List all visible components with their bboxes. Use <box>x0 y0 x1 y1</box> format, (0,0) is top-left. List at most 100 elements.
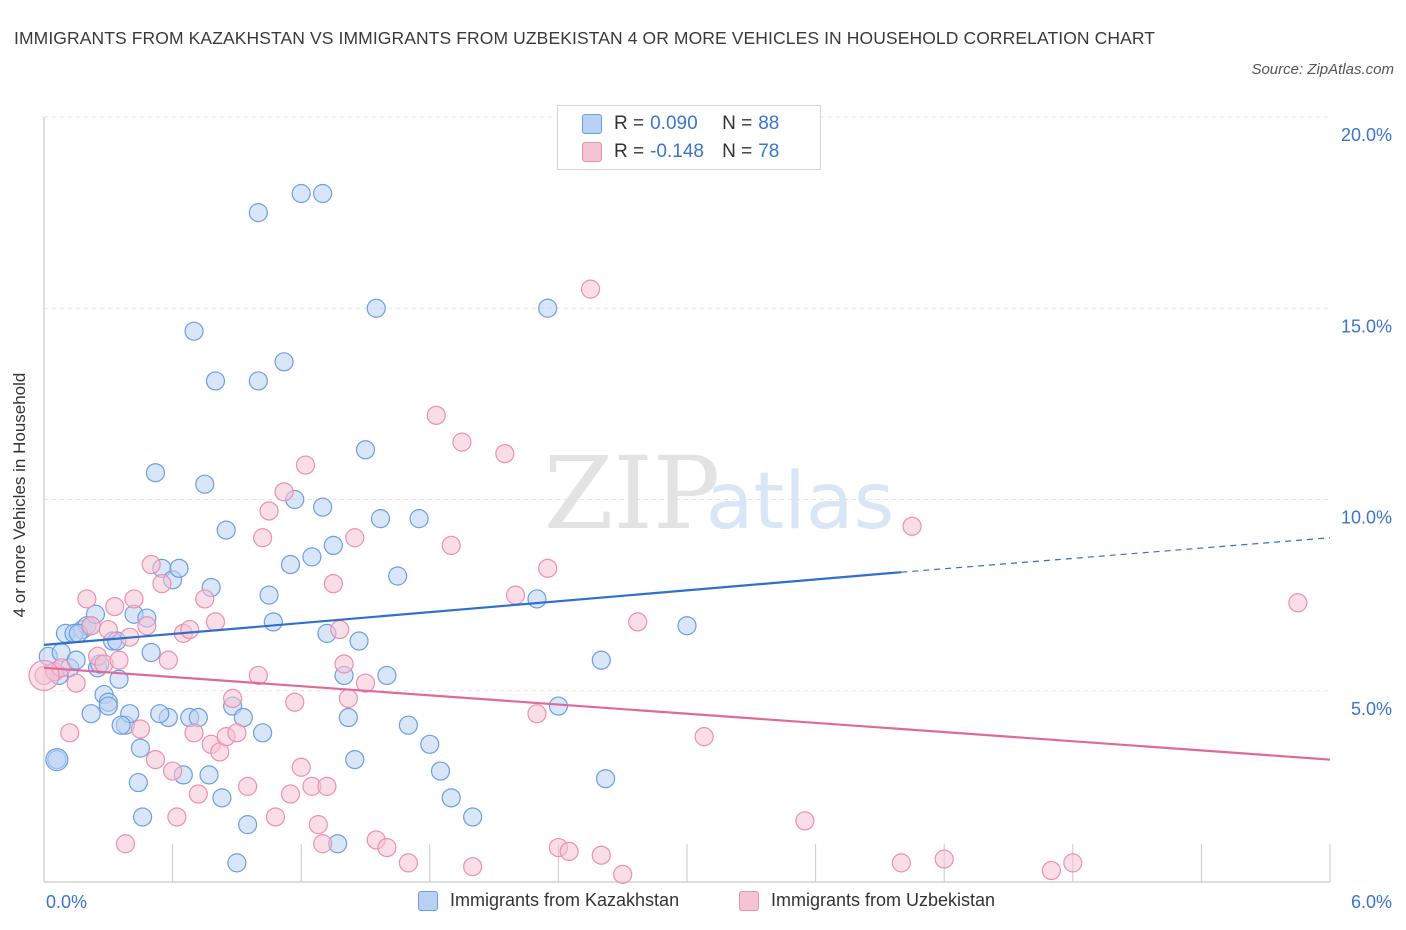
y-tick-label: 15.0% <box>1341 316 1392 336</box>
uzbekistan-point <box>591 845 611 865</box>
r-value: -0.148 <box>650 141 704 162</box>
uzbekistan-point <box>330 619 350 640</box>
kazakhstan-point <box>302 547 322 567</box>
uzbekistan-point <box>180 619 200 640</box>
uzbekistan-point <box>98 619 118 640</box>
kazakhstan-point <box>366 298 386 318</box>
uzbekistan-point <box>1041 860 1061 881</box>
uzbekistan-trend-line <box>43 666 1331 761</box>
uzbekistan-point <box>426 405 446 425</box>
uzbekistan-point <box>628 612 648 632</box>
kazakhstan-point <box>591 650 611 670</box>
kazakhstan-point <box>227 853 247 873</box>
kazakhstan-point <box>195 474 215 494</box>
uzbekistan-point <box>205 612 226 632</box>
n-label: N = <box>722 113 753 134</box>
kazakhstan-point <box>388 566 408 586</box>
uzbekistan-point <box>124 589 144 609</box>
kazakhstan-trend-extension <box>901 537 1331 573</box>
source-label: Source: ZipAtlas.com <box>1251 61 1394 78</box>
legend-label-uzbekistan: Immigrants from Uzbekistan <box>771 890 996 910</box>
kazakhstan-point <box>212 788 232 808</box>
uzbekistan-point <box>285 692 305 712</box>
uzbekistan-point <box>441 535 461 556</box>
kazakhstan-point <box>291 183 311 204</box>
kazakhstan-point <box>253 723 273 743</box>
kazakhstan-point <box>109 669 129 689</box>
x-tick-label: 6.0% <box>1351 892 1392 912</box>
legend-label-kazakhstan: Immigrants from Kazakhstan <box>450 890 680 910</box>
watermark-zip: ZIP <box>544 435 720 552</box>
kazakhstan-trend-line <box>43 571 902 646</box>
uzbekistan-point <box>28 659 60 692</box>
uzbekistan-point <box>137 616 157 636</box>
kazakhstan-point <box>130 738 151 758</box>
uzbekistan-point <box>377 837 397 858</box>
kazakhstan-point <box>313 497 333 517</box>
kazakhstan-point <box>205 371 226 391</box>
kazakhstan-point <box>313 183 333 204</box>
legend-row-kazakhstan: R = 0.090 N = 88 <box>582 110 779 138</box>
uzbekistan-point <box>109 650 129 670</box>
kazakhstan-point <box>677 616 697 636</box>
uzbekistan-point <box>167 807 187 827</box>
uzbekistan-point <box>291 757 311 777</box>
kazakhstan-point <box>338 707 358 728</box>
legend-item-uzbekistan: Immigrants from Uzbekistan <box>739 890 995 911</box>
uzbekistan-point <box>145 749 166 770</box>
uzbekistan-point <box>259 501 279 521</box>
kazakhstan-point <box>274 352 294 372</box>
r-label: R = <box>614 113 645 134</box>
uzbekistan-point <box>274 482 294 502</box>
uzbekistan-point <box>559 841 579 862</box>
kazakhstan-point <box>377 665 397 686</box>
kazakhstan-point <box>145 463 166 483</box>
y-tick-label: 10.0% <box>1341 508 1392 528</box>
y-axis-label: 4 or more Vehicles in Household <box>10 372 29 618</box>
uzbekistan-swatch-icon <box>582 142 602 162</box>
uzbekistan-point <box>238 776 258 796</box>
uzbekistan-point <box>495 444 515 464</box>
uzbekistan-point <box>527 704 547 724</box>
uzbekistan-point <box>295 455 316 475</box>
y-tick-label: 5.0% <box>1351 699 1392 719</box>
kazakhstan-point <box>345 749 365 770</box>
uzbekistan-point <box>280 784 301 804</box>
kazakhstan-point <box>538 298 558 318</box>
kazakhstan-point <box>323 535 343 556</box>
uzbekistan-point <box>313 834 333 854</box>
uzbekistan-point <box>223 688 243 709</box>
watermark-atlas: atlas <box>706 457 895 547</box>
uzbekistan-point <box>334 654 354 674</box>
uzbekistan-point <box>398 853 418 873</box>
kazakhstan-point <box>199 765 219 785</box>
kazakhstan-point <box>349 631 369 651</box>
uzbekistan-point <box>538 558 558 578</box>
kazakhstan-point <box>141 642 161 663</box>
kazakhstan-point <box>216 520 236 540</box>
uzbekistan-point <box>265 807 286 827</box>
uzbekistan-point <box>355 673 376 693</box>
kazakhstan-point <box>184 321 204 341</box>
uzbekistan-point <box>253 528 273 548</box>
kazakhstan-point <box>248 371 268 391</box>
kazakhstan-legend-swatch-icon <box>418 890 438 911</box>
uzbekistan-point <box>891 853 911 873</box>
kazakhstan-point <box>595 769 616 789</box>
uzbekistan-point <box>77 589 97 609</box>
series-legend: Immigrants from Kazakhstan Immigrants fr… <box>0 886 1406 918</box>
uzbekistan-point <box>141 554 161 575</box>
x-tick-label: 0.0% <box>46 892 87 912</box>
uzbekistan-point <box>163 761 183 781</box>
uzbekistan-point <box>184 723 204 743</box>
kazakhstan-point <box>259 585 279 605</box>
uzbekistan-point <box>60 723 80 743</box>
uzbekistan-point <box>452 432 472 452</box>
uzbekistan-point <box>795 811 815 831</box>
uzbekistan-point <box>158 650 178 670</box>
kazakhstan-point <box>98 696 118 716</box>
kazakhstan-point <box>280 554 301 575</box>
uzbekistan-point <box>195 589 215 609</box>
kazakhstan-point <box>355 440 376 460</box>
uzbekistan-point <box>317 776 337 796</box>
